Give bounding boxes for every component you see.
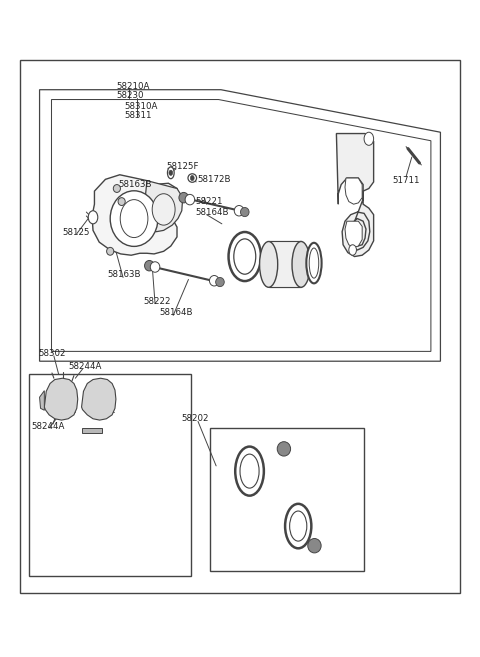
Text: 58221: 58221 <box>195 197 223 206</box>
Text: 58164B: 58164B <box>195 208 228 217</box>
Polygon shape <box>92 175 179 255</box>
Text: 58163B: 58163B <box>119 180 152 189</box>
Ellipse shape <box>234 206 244 216</box>
Ellipse shape <box>285 504 312 549</box>
Ellipse shape <box>152 194 175 225</box>
Text: 58311: 58311 <box>124 111 152 120</box>
Ellipse shape <box>292 242 310 287</box>
Text: 58202: 58202 <box>182 415 209 423</box>
Text: 58302: 58302 <box>38 349 66 358</box>
Text: 58230: 58230 <box>117 91 144 100</box>
Circle shape <box>169 170 173 175</box>
Circle shape <box>349 245 357 255</box>
Text: 58222: 58222 <box>144 296 171 306</box>
Polygon shape <box>269 242 301 287</box>
Polygon shape <box>82 428 102 433</box>
Text: 51711: 51711 <box>393 176 420 185</box>
Polygon shape <box>336 133 373 256</box>
Text: 58163B: 58163B <box>108 270 141 279</box>
Ellipse shape <box>110 191 158 246</box>
Circle shape <box>88 211 98 224</box>
Ellipse shape <box>235 447 264 495</box>
Ellipse shape <box>240 208 249 217</box>
Ellipse shape <box>289 511 307 541</box>
Ellipse shape <box>308 539 321 553</box>
Ellipse shape <box>234 239 256 274</box>
Ellipse shape <box>228 232 261 281</box>
Ellipse shape <box>150 261 160 272</box>
Ellipse shape <box>306 243 322 283</box>
Polygon shape <box>39 391 44 410</box>
Text: 58244A: 58244A <box>68 362 102 371</box>
Ellipse shape <box>120 200 148 238</box>
Ellipse shape <box>113 185 120 193</box>
Ellipse shape <box>168 167 174 179</box>
Ellipse shape <box>188 173 197 182</box>
Polygon shape <box>345 178 362 204</box>
Text: 58244A: 58244A <box>32 422 65 431</box>
Ellipse shape <box>107 248 114 255</box>
Text: 58310A: 58310A <box>124 102 158 110</box>
Text: 58125F: 58125F <box>166 162 199 171</box>
Ellipse shape <box>185 194 195 205</box>
Ellipse shape <box>118 198 125 206</box>
Ellipse shape <box>260 242 278 287</box>
Ellipse shape <box>277 442 290 456</box>
Ellipse shape <box>179 193 189 203</box>
Ellipse shape <box>144 260 154 271</box>
Ellipse shape <box>216 277 224 286</box>
Text: 58164B: 58164B <box>160 308 193 317</box>
Circle shape <box>364 132 373 145</box>
Bar <box>210 428 364 570</box>
Bar <box>21 60 459 593</box>
Ellipse shape <box>309 248 319 278</box>
Text: 58125: 58125 <box>62 228 90 237</box>
Polygon shape <box>82 378 116 420</box>
Circle shape <box>191 175 194 181</box>
Text: 58172B: 58172B <box>197 175 230 184</box>
Polygon shape <box>144 181 183 232</box>
Polygon shape <box>44 378 78 420</box>
Ellipse shape <box>240 454 259 488</box>
Bar <box>29 374 192 576</box>
Text: 58210A: 58210A <box>117 82 150 91</box>
Polygon shape <box>345 221 362 248</box>
Ellipse shape <box>209 275 219 286</box>
